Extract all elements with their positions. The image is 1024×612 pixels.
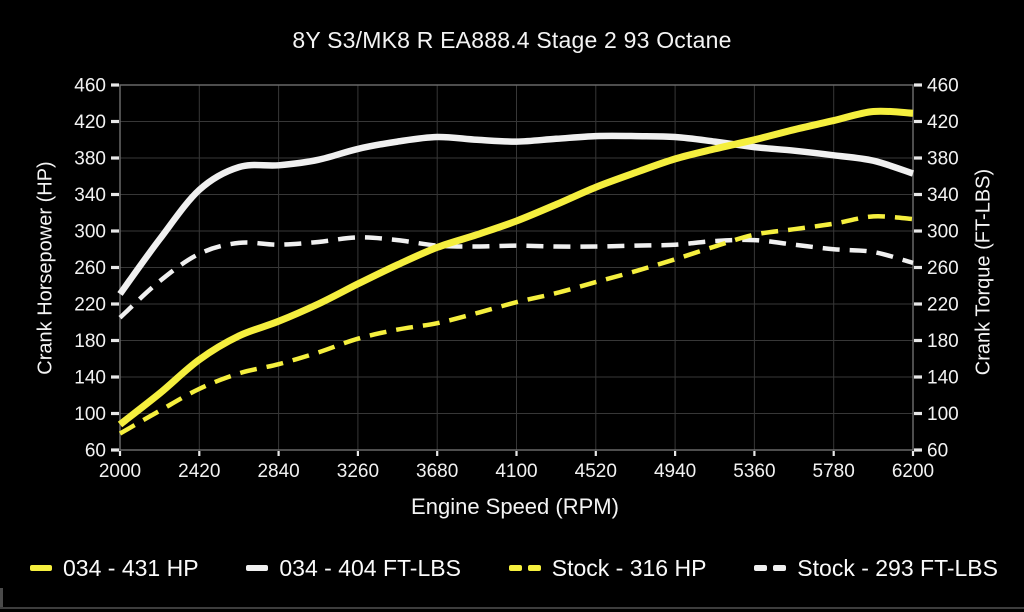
legend-label-034-tq: 034 - 404 FT-LBS	[279, 554, 461, 581]
y-tick-label-left: 180	[74, 331, 106, 352]
legend-label-stock-hp: Stock - 316 HP	[551, 554, 707, 581]
legend-marker-stock-hp-dashed-yellow-icon	[508, 565, 541, 571]
y-tick-label-right: 260	[927, 258, 959, 279]
legend-item-0: 034 - 431 HP	[30, 555, 199, 582]
legend-item-3: Stock - 293 FT-LBS	[754, 555, 998, 582]
plot-border	[119, 84, 914, 451]
x-axis-label: Engine Speed (RPM)	[411, 494, 619, 519]
y-tick-label-left: 420	[74, 112, 106, 133]
y-tick-label-left: 340	[74, 185, 106, 206]
curve-034-hp	[117, 107, 914, 428]
x-tick-label: 2420	[178, 461, 220, 482]
y-tick-label-right: 420	[927, 112, 959, 133]
y-tick-label-right: 220	[927, 295, 959, 316]
bottom-divider	[0, 607, 1024, 609]
y-tick-label-right: 300	[927, 222, 959, 243]
legend: 034 - 431 HP 034 - 404 FT-LBS Stock - 31…	[30, 550, 998, 586]
y-tick-label-left: 460	[74, 76, 106, 97]
y-tick-label-left: 140	[74, 368, 106, 389]
y-tick-label-left: 100	[74, 404, 106, 425]
y-tick-label-right: 340	[927, 185, 959, 206]
curve-034-tq	[117, 132, 915, 296]
y-tick-label-right: 180	[927, 331, 959, 352]
y-tick-label-left: 380	[74, 149, 106, 170]
y-tick-label-right: 60	[927, 441, 948, 462]
legend-label-034-hp: 034 - 431 HP	[63, 554, 199, 581]
y-tick-label-left: 220	[74, 295, 106, 316]
x-tick-label: 2000	[99, 461, 141, 482]
x-tick-label: 2840	[257, 461, 299, 482]
x-tick-label: 4520	[575, 461, 617, 482]
legend-item-2: Stock - 316 HP	[508, 554, 707, 582]
x-tick-label: 3260	[337, 461, 379, 482]
x-tick-label: 4940	[654, 461, 696, 482]
curve-stock-tq	[118, 235, 914, 320]
y-tick-label-right: 460	[927, 76, 959, 97]
y-tick-label-right: 100	[927, 404, 959, 425]
legend-marker-034-tq-solid-white-icon	[246, 565, 269, 571]
legend-marker-034-hp-solid-yellow-icon	[30, 565, 52, 571]
x-tick-label: 6200	[892, 461, 934, 482]
legend-label-stock-tq: Stock - 293 FT-LBS	[797, 554, 998, 581]
y-tick-label-right: 380	[927, 149, 959, 170]
x-tick-label: 5360	[733, 461, 775, 482]
x-tick-label: 4100	[495, 461, 537, 482]
y-tick-label-left: 60	[85, 441, 106, 462]
x-tick-label: 3680	[416, 461, 458, 482]
x-tick-label: 5780	[813, 461, 855, 482]
chart-title: 8Y S3/MK8 R EA888.4 Stage 2 93 Octane	[292, 27, 732, 53]
y-tick-label-left: 300	[74, 222, 106, 243]
y-tick-label-right: 140	[927, 368, 959, 389]
legend-item-1: 034 - 404 FT-LBS	[246, 555, 461, 582]
bottom-left-notch	[0, 588, 3, 607]
curve-stock-hp	[118, 214, 914, 436]
y-tick-label-left: 260	[74, 258, 106, 279]
legend-marker-stock-tq-dashed-white-icon	[754, 565, 787, 571]
